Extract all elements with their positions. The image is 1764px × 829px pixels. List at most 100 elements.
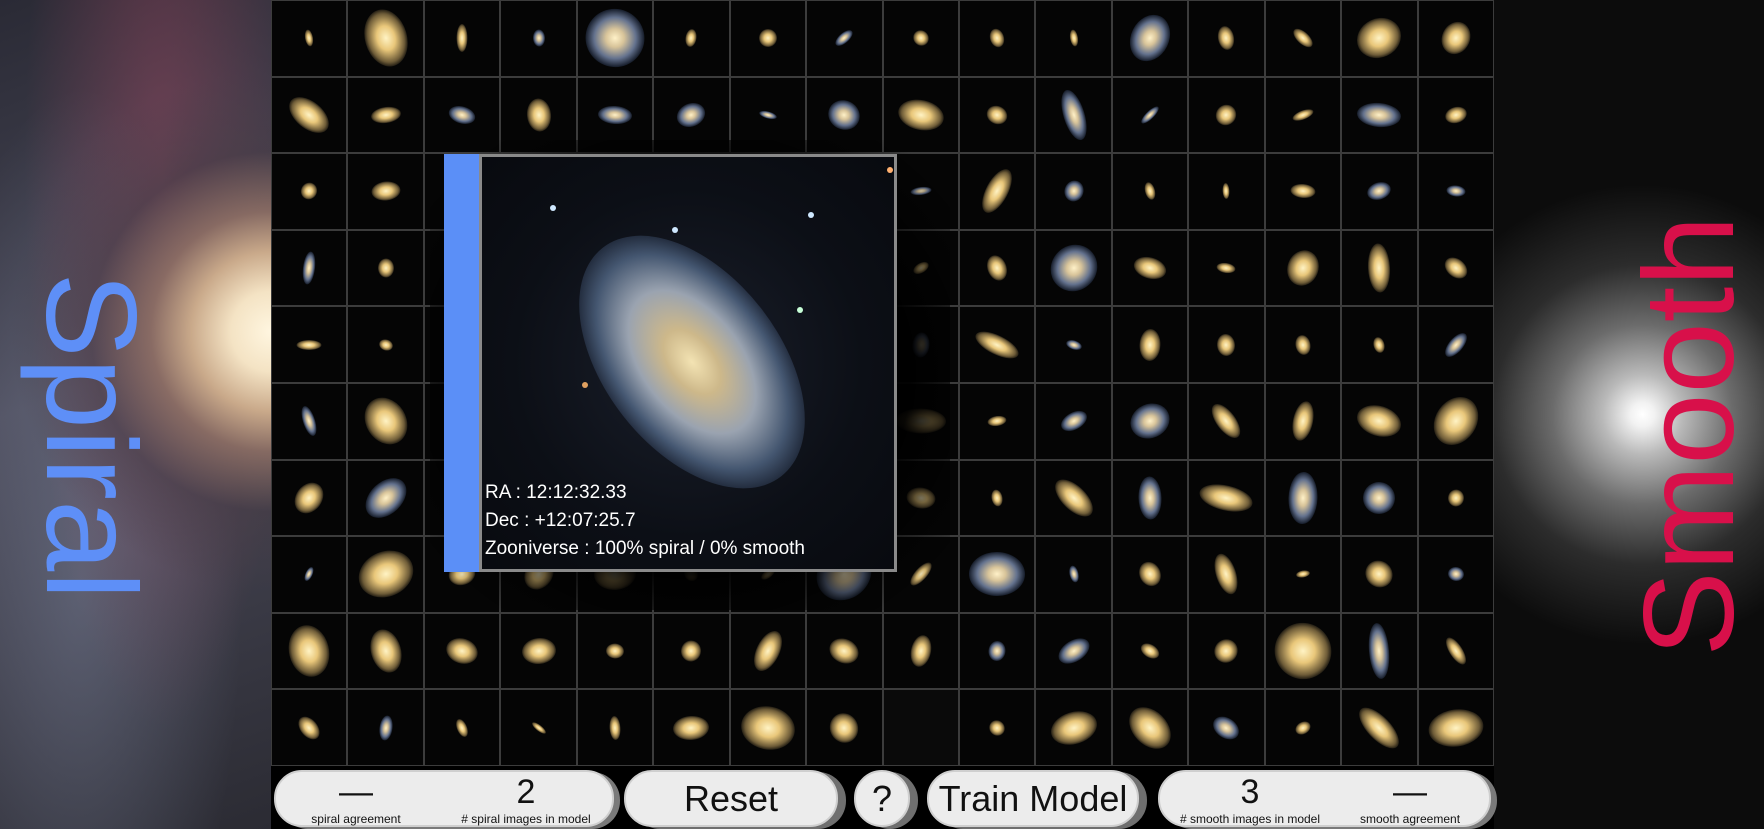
galaxy-tile[interactable]	[1265, 77, 1341, 154]
galaxy-tile[interactable]	[1188, 689, 1264, 766]
galaxy-tile[interactable]	[1341, 383, 1417, 460]
galaxy-tile[interactable]	[271, 613, 347, 690]
galaxy-tile[interactable]	[1188, 613, 1264, 690]
galaxy-tile[interactable]	[959, 613, 1035, 690]
help-button[interactable]: ?	[854, 770, 910, 827]
galaxy-tile[interactable]	[653, 0, 729, 77]
galaxy-tile[interactable]	[271, 306, 347, 383]
galaxy-tile[interactable]	[347, 153, 423, 230]
galaxy-tile[interactable]	[1418, 536, 1494, 613]
galaxy-tile[interactable]	[1112, 230, 1188, 307]
galaxy-tile[interactable]	[1265, 689, 1341, 766]
galaxy-tile[interactable]	[271, 536, 347, 613]
reset-button[interactable]: Reset	[624, 770, 838, 827]
galaxy-tile[interactable]	[347, 613, 423, 690]
galaxy-tile[interactable]	[1035, 306, 1111, 383]
galaxy-tile[interactable]	[730, 689, 806, 766]
galaxy-tile[interactable]	[1341, 613, 1417, 690]
galaxy-tile[interactable]	[1341, 306, 1417, 383]
galaxy-tile[interactable]	[1341, 536, 1417, 613]
galaxy-tile[interactable]	[1035, 383, 1111, 460]
galaxy-tile[interactable]	[424, 613, 500, 690]
galaxy-tile[interactable]	[1035, 153, 1111, 230]
galaxy-tile[interactable]	[347, 306, 423, 383]
galaxy-tile[interactable]	[653, 689, 729, 766]
galaxy-tile[interactable]	[1188, 153, 1264, 230]
galaxy-tile[interactable]	[1418, 460, 1494, 537]
galaxy-tile[interactable]	[271, 460, 347, 537]
galaxy-tile[interactable]	[1112, 536, 1188, 613]
galaxy-tile[interactable]	[653, 613, 729, 690]
galaxy-tile[interactable]	[959, 689, 1035, 766]
galaxy-tile[interactable]	[347, 0, 423, 77]
galaxy-tile[interactable]	[1265, 536, 1341, 613]
galaxy-tile[interactable]	[1418, 0, 1494, 77]
galaxy-tile[interactable]	[1418, 306, 1494, 383]
galaxy-tile[interactable]	[1341, 230, 1417, 307]
galaxy-tile[interactable]	[806, 613, 882, 690]
galaxy-tile[interactable]	[959, 460, 1035, 537]
galaxy-tile[interactable]	[577, 0, 653, 77]
galaxy-tile[interactable]	[1418, 77, 1494, 154]
galaxy-tile[interactable]	[1035, 613, 1111, 690]
galaxy-tile[interactable]	[1035, 460, 1111, 537]
galaxy-tile[interactable]	[347, 460, 423, 537]
galaxy-tile[interactable]	[500, 613, 576, 690]
galaxy-tile[interactable]	[271, 383, 347, 460]
galaxy-tile[interactable]	[271, 77, 347, 154]
galaxy-tile[interactable]	[1265, 613, 1341, 690]
galaxy-tile[interactable]	[730, 0, 806, 77]
galaxy-tile[interactable]	[959, 536, 1035, 613]
galaxy-tile[interactable]	[1188, 460, 1264, 537]
galaxy-tile[interactable]	[1035, 689, 1111, 766]
galaxy-tile[interactable]	[1035, 77, 1111, 154]
galaxy-tile[interactable]	[1341, 689, 1417, 766]
galaxy-tile[interactable]	[1265, 460, 1341, 537]
galaxy-tile[interactable]	[959, 153, 1035, 230]
galaxy-tile[interactable]	[959, 306, 1035, 383]
galaxy-tile[interactable]	[347, 536, 423, 613]
galaxy-tile[interactable]	[959, 0, 1035, 77]
galaxy-tile[interactable]	[347, 77, 423, 154]
galaxy-tile[interactable]	[959, 230, 1035, 307]
galaxy-tile[interactable]	[1112, 460, 1188, 537]
galaxy-tile[interactable]	[1341, 460, 1417, 537]
galaxy-tile[interactable]	[1112, 77, 1188, 154]
galaxy-tile[interactable]	[1418, 230, 1494, 307]
galaxy-tile[interactable]	[1265, 153, 1341, 230]
galaxy-tile[interactable]	[1188, 536, 1264, 613]
galaxy-tile[interactable]	[883, 689, 959, 766]
galaxy-tile[interactable]	[1418, 613, 1494, 690]
galaxy-tile[interactable]	[1112, 153, 1188, 230]
galaxy-tile[interactable]	[1418, 383, 1494, 460]
galaxy-tile[interactable]	[959, 77, 1035, 154]
galaxy-tile[interactable]	[1188, 0, 1264, 77]
galaxy-tile[interactable]	[500, 0, 576, 77]
galaxy-tile[interactable]	[424, 0, 500, 77]
galaxy-tile[interactable]	[883, 613, 959, 690]
galaxy-tile[interactable]	[271, 689, 347, 766]
galaxy-tile[interactable]	[806, 689, 882, 766]
galaxy-tile[interactable]	[959, 383, 1035, 460]
galaxy-tile[interactable]	[424, 689, 500, 766]
galaxy-tile[interactable]	[1341, 0, 1417, 77]
galaxy-tile[interactable]	[1112, 383, 1188, 460]
galaxy-tile[interactable]	[1341, 77, 1417, 154]
galaxy-tile[interactable]	[271, 0, 347, 77]
galaxy-tile[interactable]	[1418, 153, 1494, 230]
galaxy-tile[interactable]	[1265, 383, 1341, 460]
galaxy-tile[interactable]	[1035, 230, 1111, 307]
galaxy-tile[interactable]	[1112, 613, 1188, 690]
galaxy-tile[interactable]	[730, 613, 806, 690]
galaxy-tile[interactable]	[271, 230, 347, 307]
galaxy-tile[interactable]	[500, 689, 576, 766]
galaxy-tile[interactable]	[271, 153, 347, 230]
train-model-button[interactable]: Train Model	[927, 770, 1139, 827]
galaxy-tile[interactable]	[1418, 689, 1494, 766]
galaxy-tile[interactable]	[577, 613, 653, 690]
galaxy-tile[interactable]	[1035, 0, 1111, 77]
galaxy-tile[interactable]	[883, 0, 959, 77]
galaxy-tile[interactable]	[1341, 153, 1417, 230]
galaxy-tile[interactable]	[806, 0, 882, 77]
galaxy-tile[interactable]	[347, 230, 423, 307]
